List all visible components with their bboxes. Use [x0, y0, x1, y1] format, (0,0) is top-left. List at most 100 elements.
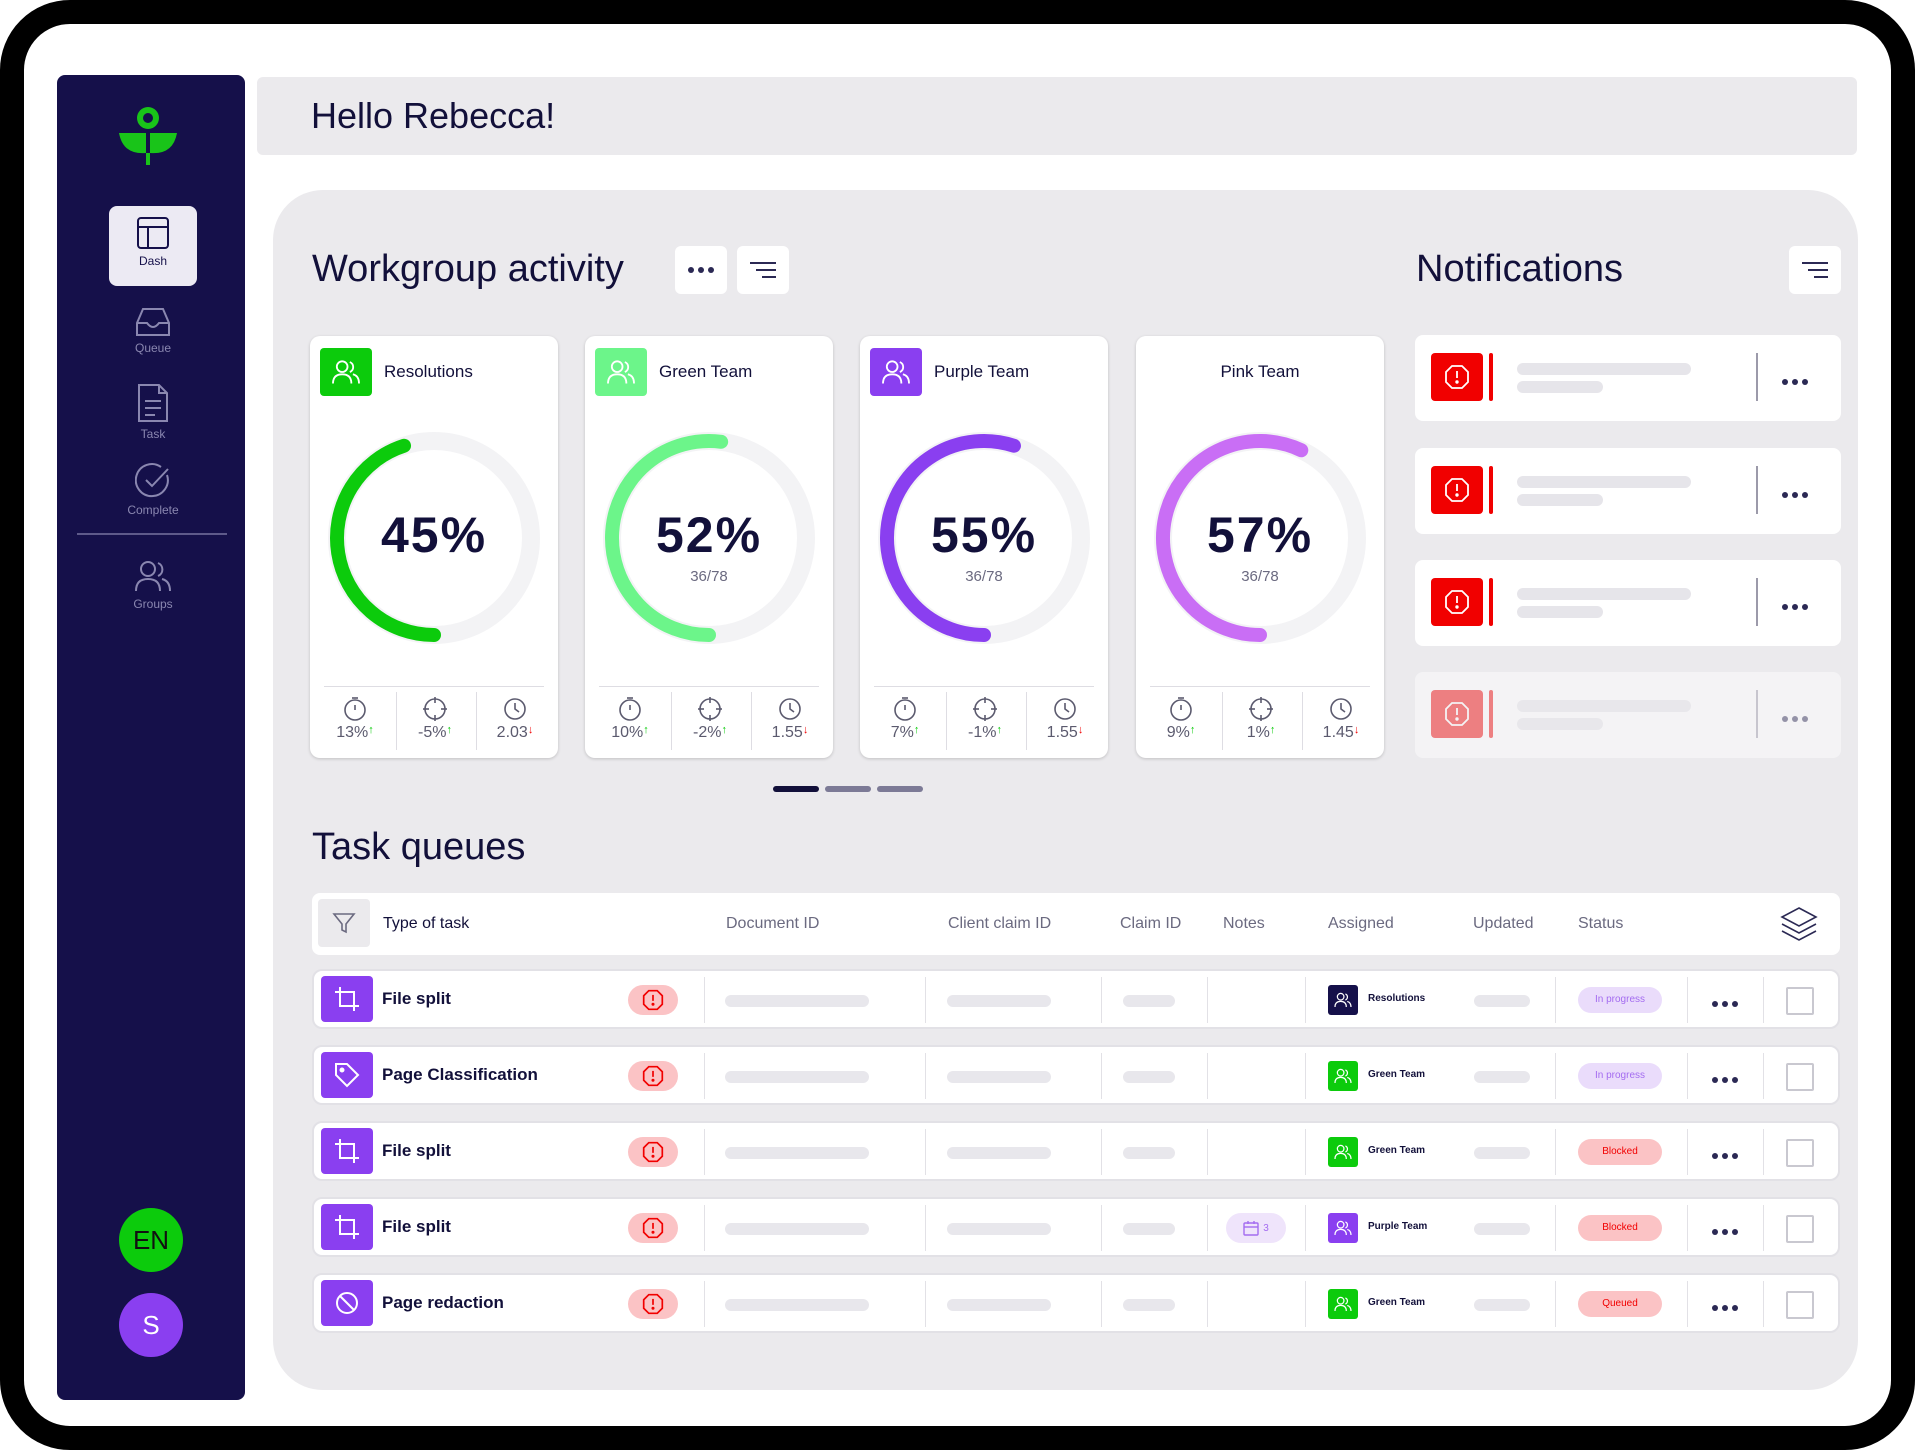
notification-more-button[interactable] — [1781, 486, 1809, 504]
carousel-dot-active[interactable] — [773, 786, 819, 792]
workgroup-more-button[interactable] — [675, 246, 727, 294]
sidebar-item-complete[interactable]: Complete — [109, 453, 197, 533]
table-row[interactable]: File split Green Team Blocked — [312, 1121, 1840, 1181]
stat-value: 9% — [1166, 724, 1190, 741]
workgroup-filter-button[interactable] — [737, 246, 789, 294]
note-pill[interactable]: 3 — [1226, 1213, 1286, 1243]
notification-more-button[interactable] — [1781, 598, 1809, 616]
cell-divider — [1555, 1205, 1556, 1251]
text-placeholder — [1517, 363, 1691, 375]
notifications-filter-button[interactable] — [1789, 246, 1841, 294]
stat-trend-arrow: ↑ — [1269, 724, 1276, 736]
assignee-name: Green Team — [1368, 1297, 1426, 1308]
status-badge: In progress — [1578, 987, 1662, 1013]
column-header-updated[interactable]: Updated — [1473, 915, 1534, 932]
column-header-document-id[interactable]: Document ID — [726, 915, 820, 932]
notification-item[interactable] — [1415, 448, 1841, 534]
alert-badge — [1431, 466, 1483, 514]
page-title: Hello Rebecca! — [311, 95, 556, 136]
sidebar-item-groups[interactable]: Groups — [109, 549, 197, 629]
stat-trend-arrow: ↓ — [802, 724, 809, 736]
row-more-button[interactable] — [1711, 1223, 1739, 1241]
card-team-name: Purple Team — [934, 362, 1030, 381]
sidebar-item-task[interactable]: Task — [109, 373, 197, 453]
card-stat: 1.55↓ — [749, 696, 831, 742]
column-header-status[interactable]: Status — [1578, 915, 1624, 932]
cell-divider — [1763, 1053, 1764, 1099]
notification-item[interactable] — [1415, 672, 1841, 758]
carousel-dot[interactable] — [825, 786, 871, 792]
workgroup-card[interactable]: Green Team 52% 36/78 10%↑ -2%↑ 1.55↓ — [585, 336, 833, 758]
gauge-progress-arc — [330, 438, 441, 642]
stat-divider — [946, 692, 947, 750]
row-more-button[interactable] — [1711, 995, 1739, 1013]
card-team-name: Pink Team — [1220, 362, 1300, 381]
user-avatar[interactable]: S — [119, 1293, 183, 1357]
cell-divider — [1101, 1205, 1102, 1251]
alert-badge — [1431, 578, 1483, 626]
column-header-type[interactable]: Type of task — [383, 915, 470, 932]
timer-icon — [619, 697, 641, 721]
alert-pill[interactable] — [628, 1289, 678, 1319]
stat-divider — [671, 692, 672, 750]
notification-item[interactable] — [1415, 560, 1841, 646]
alert-pill[interactable] — [628, 1213, 678, 1243]
assignee-name: Green Team — [1368, 1145, 1426, 1156]
table-row[interactable]: Page Classification Green Team In progress — [312, 1045, 1840, 1105]
header-bar: Hello Rebecca! — [257, 77, 1857, 155]
sort-lines-icon — [750, 262, 776, 278]
row-more-button[interactable] — [1711, 1147, 1739, 1165]
sidebar-item-label: Groups — [133, 597, 173, 611]
cell-divider — [1305, 977, 1306, 1023]
cell-divider — [1305, 1053, 1306, 1099]
table-row[interactable]: File split 3 Purple Team Blocked — [312, 1197, 1840, 1257]
crop-icon — [335, 1215, 359, 1239]
workgroup-card[interactable]: Pink Team 57% 36/78 9%↑ 1%↑ 1.45↓ — [1136, 336, 1384, 758]
users-icon — [1334, 1220, 1352, 1236]
more-icon — [1782, 492, 1808, 498]
filter-button[interactable] — [318, 899, 370, 947]
alert-pill[interactable] — [628, 985, 678, 1015]
column-header-client-claim-id[interactable]: Client claim ID — [948, 915, 1052, 932]
updated-placeholder — [1474, 995, 1530, 1007]
assignee-badge — [1328, 985, 1358, 1015]
sidebar-item-dash[interactable]: Dash — [109, 206, 197, 286]
column-header-assigned[interactable]: Assigned — [1328, 915, 1394, 932]
workgroup-card[interactable]: Purple Team 55% 36/78 7%↑ -1%↑ 1.55↓ — [860, 336, 1108, 758]
row-more-button[interactable] — [1711, 1071, 1739, 1089]
column-header-claim-id[interactable]: Claim ID — [1120, 915, 1182, 932]
card-stat: 10%↑ — [589, 696, 671, 742]
row-more-button[interactable] — [1711, 1299, 1739, 1317]
stat-trend-arrow: ↓ — [1077, 724, 1084, 736]
column-header-notes[interactable]: Notes — [1223, 915, 1265, 932]
alert-pill[interactable] — [628, 1061, 678, 1091]
layers-button[interactable] — [1780, 905, 1818, 948]
cell-divider — [1763, 1205, 1764, 1251]
cell-divider — [1101, 977, 1102, 1023]
alert-pill[interactable] — [628, 1137, 678, 1167]
cell-divider — [1763, 977, 1764, 1023]
row-checkbox[interactable] — [1786, 1063, 1814, 1091]
notification-more-button[interactable] — [1781, 373, 1809, 391]
crop-icon — [335, 987, 359, 1011]
cell-divider — [1687, 1205, 1688, 1251]
table-row[interactable]: Page redaction Green Team Queued — [312, 1273, 1840, 1333]
cell-divider — [1687, 977, 1688, 1023]
row-checkbox[interactable] — [1786, 1291, 1814, 1319]
gauge-progress-arc — [1156, 434, 1309, 642]
sidebar-item-queue[interactable]: Queue — [109, 297, 197, 367]
table-row[interactable]: File split Resolutions In progress — [312, 969, 1840, 1029]
stat-trend-arrow: ↑ — [446, 724, 452, 736]
notification-more-button[interactable] — [1781, 710, 1809, 728]
row-checkbox[interactable] — [1786, 987, 1814, 1015]
workgroup-card[interactable]: Resolutions 45% 13%↑ -5%↑ 2.03↓ — [310, 336, 558, 758]
carousel-dot[interactable] — [877, 786, 923, 792]
row-checkbox[interactable] — [1786, 1215, 1814, 1243]
text-placeholder — [1517, 476, 1691, 488]
cell-divider — [1305, 1281, 1306, 1327]
row-checkbox[interactable] — [1786, 1139, 1814, 1167]
text-placeholder — [1517, 700, 1691, 712]
language-badge[interactable]: EN — [119, 1208, 183, 1272]
notification-item[interactable] — [1415, 335, 1841, 421]
tag-icon — [335, 1063, 360, 1088]
